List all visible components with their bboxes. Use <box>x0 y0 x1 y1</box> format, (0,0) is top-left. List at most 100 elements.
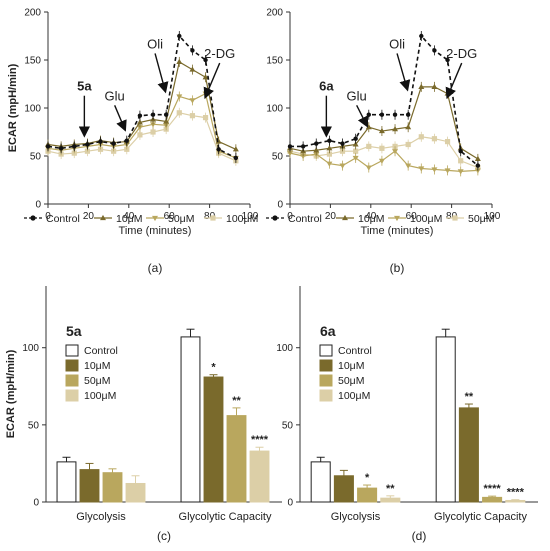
data-point <box>202 115 209 121</box>
significance-label: **** <box>507 487 525 499</box>
legend-label: 10μM <box>358 213 384 225</box>
legend: Control 10μM 100μM 50μM <box>266 213 494 225</box>
data-point <box>58 146 64 151</box>
legend-label: Control <box>288 213 322 225</box>
legend-label: 10μM <box>116 213 142 225</box>
data-point <box>326 161 333 167</box>
y-tick-label: 150 <box>24 56 41 67</box>
data-point <box>352 155 359 162</box>
annotation-arrow <box>114 105 127 132</box>
y-tick-label: 200 <box>266 8 283 19</box>
data-point <box>300 144 306 149</box>
data-point <box>405 163 412 169</box>
x-tick-label: 40 <box>365 211 377 222</box>
data-point <box>313 147 320 153</box>
y-tick-label: 100 <box>22 343 39 354</box>
data-point <box>136 125 143 131</box>
series-control <box>45 31 239 163</box>
data-point <box>419 33 424 39</box>
legend-swatch <box>65 374 79 387</box>
annotation-label: 2-DG <box>204 46 235 61</box>
x-tick-label: 80 <box>446 211 458 222</box>
legend-swatch <box>319 374 333 387</box>
significance-label: ** <box>386 483 395 495</box>
annotation-label: 2-DG <box>446 46 477 61</box>
bar-control <box>56 461 77 503</box>
legend-label: 10μM <box>84 360 110 372</box>
x-tick-label: 0 <box>287 211 293 222</box>
bar-c10 <box>203 376 224 503</box>
data-point <box>379 145 385 151</box>
bar-c10 <box>458 407 479 503</box>
bar-c100 <box>249 450 270 503</box>
series-c10 <box>287 81 481 164</box>
bar-c100 <box>380 497 401 503</box>
data-point <box>418 166 425 172</box>
data-point <box>287 144 293 149</box>
series-c10 <box>45 56 239 155</box>
y-axis-label: ECAR (mpH/min) <box>5 349 17 438</box>
annotation-arrow <box>445 62 463 100</box>
x-tick-label: 60 <box>164 211 176 222</box>
legend-label: Control <box>338 345 372 357</box>
legend-swatch <box>319 359 333 372</box>
legend-label: 50μM <box>84 375 110 387</box>
bar-control <box>435 336 456 503</box>
data-point <box>176 94 183 100</box>
data-point <box>342 214 348 221</box>
y-tick-label: 0 <box>35 200 41 211</box>
data-point <box>232 146 239 152</box>
y-tick-label: 100 <box>276 343 293 354</box>
panel-label: (a) <box>148 261 163 275</box>
data-point <box>418 134 424 140</box>
data-point <box>111 141 116 146</box>
y-tick-label: 100 <box>24 104 41 115</box>
data-point <box>366 143 372 149</box>
annotation-arrow <box>396 53 411 92</box>
data-point <box>177 33 182 39</box>
data-point <box>287 151 293 157</box>
significance-label: * <box>365 472 370 484</box>
y-axis-label: ECAR (mpH/min) <box>7 63 19 152</box>
data-point <box>137 132 143 138</box>
legend-swatch <box>319 344 333 357</box>
panel-label: (c) <box>157 529 171 543</box>
data-point <box>314 141 319 146</box>
y-tick-label: 50 <box>30 152 42 163</box>
data-point <box>150 129 156 135</box>
data-point <box>392 126 399 132</box>
y-tick-label: 150 <box>266 56 283 67</box>
data-point <box>457 169 464 175</box>
data-point <box>392 149 399 155</box>
series-c50 <box>287 146 481 177</box>
data-point <box>431 136 438 142</box>
data-point <box>176 110 182 116</box>
significance-label: **** <box>484 483 502 495</box>
data-point <box>378 158 385 164</box>
legend-swatch <box>65 344 79 357</box>
panel-label: (d) <box>412 529 427 543</box>
data-point <box>340 141 345 146</box>
data-point <box>136 119 143 125</box>
data-point <box>445 57 450 63</box>
data-point <box>405 124 412 130</box>
x-tick-label: 20 <box>83 211 95 222</box>
data-point <box>431 83 438 89</box>
data-point <box>432 48 437 53</box>
data-point <box>327 138 332 143</box>
legend-label: Control <box>46 213 80 225</box>
y-tick-label: 0 <box>33 498 39 509</box>
legend-swatch <box>65 359 79 372</box>
data-point <box>474 168 481 174</box>
data-point <box>405 112 411 117</box>
legend-label: 50μM <box>338 375 364 387</box>
x-axis-label: Time (minutes) <box>119 225 192 237</box>
y-tick-label: 0 <box>287 498 293 509</box>
bar-c50 <box>226 415 247 503</box>
data-point <box>176 58 183 64</box>
legend-swatch <box>65 389 79 402</box>
data-point <box>30 215 36 221</box>
